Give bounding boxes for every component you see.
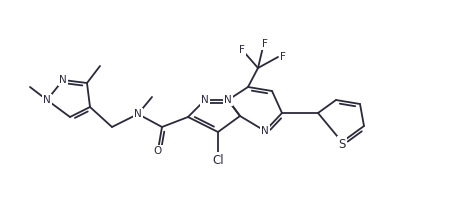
Text: N: N (224, 95, 232, 105)
Text: N: N (43, 95, 51, 105)
Text: N: N (261, 126, 269, 136)
Text: F: F (239, 45, 245, 55)
Text: Cl: Cl (212, 153, 224, 167)
Text: N: N (201, 95, 209, 105)
Text: F: F (262, 39, 268, 49)
Text: F: F (280, 52, 286, 62)
Text: N: N (59, 75, 67, 85)
Text: O: O (154, 146, 162, 156)
Text: S: S (338, 138, 346, 151)
Text: N: N (134, 109, 142, 119)
